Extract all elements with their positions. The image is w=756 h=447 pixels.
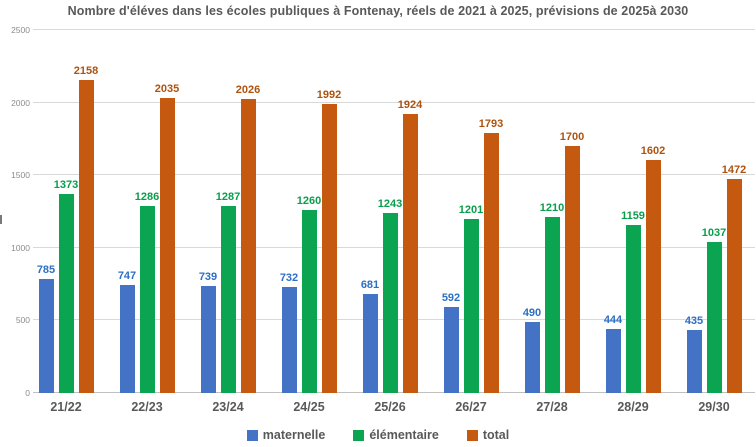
bar-value-label: 785 <box>36 264 56 277</box>
chart-title: Nombre d'éléves dans les écoles publique… <box>67 4 689 18</box>
y-tick-label: 500 <box>15 315 30 326</box>
bar-élémentaire-24/25[interactable] <box>301 210 317 393</box>
bar-value-label: 739 <box>198 270 218 283</box>
bar-maternelle-24/25[interactable] <box>281 286 297 393</box>
gridline <box>33 29 755 30</box>
bar-maternelle-21/22[interactable] <box>38 279 54 393</box>
bar-value-label: 2158 <box>73 64 99 77</box>
bar-value-label: 2026 <box>235 83 261 96</box>
x-category-label-29/30: 29/30 <box>698 400 730 414</box>
bar-élémentaire-29/30[interactable] <box>706 242 722 393</box>
bar-élémentaire-25/26[interactable] <box>382 212 398 393</box>
y-tick-label: 1000 <box>11 242 30 253</box>
bar-value-label: 1793 <box>478 117 504 130</box>
x-category-label-21/22: 21/22 <box>50 400 82 414</box>
bar-élémentaire-28/29[interactable] <box>625 224 641 393</box>
legend: maternelle élémentaire total <box>0 425 756 445</box>
bar-total-26/27[interactable] <box>483 132 499 393</box>
legend-swatch-elementaire <box>353 429 365 441</box>
legend-item-maternelle[interactable]: maternelle <box>246 428 326 442</box>
bar-value-label: 1210 <box>539 202 565 215</box>
bar-value-label: 1159 <box>621 209 645 222</box>
bar-total-29/30[interactable] <box>726 179 742 393</box>
y-axis-title-clipped <box>0 215 2 224</box>
bar-maternelle-22/23[interactable] <box>119 284 135 393</box>
legend-item-elementaire[interactable]: élémentaire <box>353 428 439 442</box>
bar-value-label: 1201 <box>458 203 484 216</box>
x-category-label-23/24: 23/24 <box>212 400 244 414</box>
y-tick-label: 1500 <box>11 170 30 181</box>
bar-value-label: 747 <box>117 269 137 282</box>
gridline <box>33 174 755 176</box>
bar-maternelle-28/29[interactable] <box>605 328 621 393</box>
x-category-label-24/25: 24/25 <box>293 400 325 414</box>
x-category-label-22/23: 22/23 <box>131 400 163 414</box>
gridline <box>33 101 755 103</box>
bar-total-27/28[interactable] <box>564 146 580 393</box>
legend-swatch-total <box>466 429 478 441</box>
bar-value-label: 1602 <box>640 145 666 158</box>
y-tick-label: 0 <box>25 388 30 398</box>
bar-élémentaire-22/23[interactable] <box>139 206 155 393</box>
bar-value-label: 490 <box>522 306 542 319</box>
bar-total-22/23[interactable] <box>159 97 175 393</box>
bar-value-label: 592 <box>441 292 461 305</box>
bar-maternelle-23/24[interactable] <box>200 285 216 393</box>
bar-value-label: 732 <box>279 271 299 284</box>
bar-value-label: 435 <box>684 314 704 327</box>
bar-élémentaire-21/22[interactable] <box>58 193 74 393</box>
legend-label: maternelle <box>262 428 326 442</box>
x-category-label-27/28: 27/28 <box>536 400 568 414</box>
bar-value-label: 1037 <box>701 227 727 240</box>
bar-total-23/24[interactable] <box>240 98 256 393</box>
bar-total-24/25[interactable] <box>321 103 337 393</box>
bar-élémentaire-23/24[interactable] <box>220 206 236 393</box>
legend-label: élémentaire <box>369 428 439 442</box>
bar-total-25/26[interactable] <box>402 113 418 393</box>
bar-value-label: 1373 <box>53 178 79 191</box>
bar-value-label: 1700 <box>559 131 585 144</box>
bar-total-28/29[interactable] <box>645 160 661 393</box>
bar-value-label: 2035 <box>154 82 180 95</box>
bar-value-label: 1924 <box>397 98 423 111</box>
bar-value-label: 1287 <box>215 191 241 204</box>
bar-value-label: 1260 <box>296 195 322 208</box>
bar-total-21/22[interactable] <box>78 79 94 393</box>
bar-maternelle-26/27[interactable] <box>443 307 459 393</box>
bar-value-label: 1472 <box>721 164 747 177</box>
bar-maternelle-29/30[interactable] <box>686 329 702 393</box>
bar-élémentaire-26/27[interactable] <box>463 218 479 393</box>
bar-maternelle-25/26[interactable] <box>362 294 378 393</box>
bar-value-label: 681 <box>360 279 380 292</box>
bar-value-label: 1243 <box>377 197 403 210</box>
bar-value-label: 444 <box>603 313 623 326</box>
legend-label: total <box>482 428 510 442</box>
y-tick-label: 2000 <box>11 97 30 108</box>
bar-élémentaire-27/28[interactable] <box>544 217 560 393</box>
legend-item-total[interactable]: total <box>466 428 510 442</box>
bar-value-label: 1286 <box>134 191 160 204</box>
x-category-label-26/27: 26/27 <box>455 400 487 414</box>
bar-maternelle-27/28[interactable] <box>524 321 540 393</box>
y-tick-label: 2500 <box>11 25 30 35</box>
plot-area: 785 1373 2158 747 1286 2035 739 1287 2026 732 1260… <box>33 29 755 393</box>
legend-swatch-maternelle <box>246 429 258 441</box>
x-category-label-25/26: 25/26 <box>374 400 406 414</box>
x-category-label-28/29: 28/29 <box>617 400 649 414</box>
bar-value-label: 1992 <box>316 88 342 101</box>
